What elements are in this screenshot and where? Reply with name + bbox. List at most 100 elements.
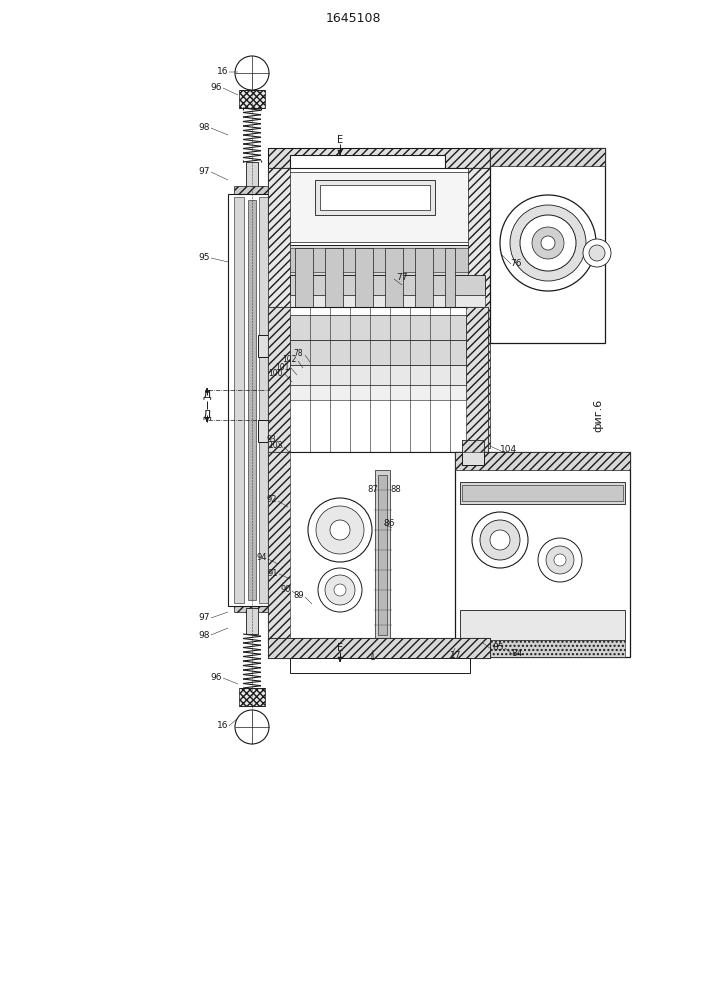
Bar — [290, 315, 466, 340]
Bar — [290, 340, 466, 365]
Circle shape — [510, 205, 586, 281]
Bar — [258, 335, 286, 357]
Bar — [246, 608, 258, 634]
Bar — [490, 148, 605, 343]
Bar — [460, 610, 625, 640]
Bar — [455, 452, 630, 470]
Text: 90: 90 — [281, 585, 291, 594]
Circle shape — [480, 520, 520, 560]
Bar — [280, 172, 478, 242]
Bar — [268, 307, 290, 452]
Bar — [466, 307, 488, 452]
Text: 93: 93 — [267, 436, 276, 444]
Text: 100: 100 — [269, 368, 283, 377]
Bar — [239, 90, 265, 108]
Circle shape — [325, 575, 355, 605]
Bar — [460, 482, 625, 504]
Circle shape — [538, 538, 582, 582]
Circle shape — [472, 512, 528, 568]
Circle shape — [541, 236, 555, 250]
Bar — [239, 688, 265, 706]
Bar — [455, 452, 630, 657]
Bar — [268, 452, 290, 642]
Text: Д: Д — [203, 410, 211, 420]
Text: 1645108: 1645108 — [325, 11, 381, 24]
Bar — [268, 638, 490, 658]
Bar — [290, 385, 466, 400]
Circle shape — [316, 506, 364, 554]
Text: фиг.6: фиг.6 — [593, 398, 603, 432]
Text: 88: 88 — [390, 486, 401, 494]
Text: 95: 95 — [199, 253, 210, 262]
Text: 103: 103 — [269, 442, 283, 450]
Bar — [268, 638, 490, 658]
Bar — [246, 162, 258, 192]
Circle shape — [554, 554, 566, 566]
Circle shape — [490, 530, 510, 550]
Circle shape — [520, 215, 576, 271]
Bar — [460, 640, 625, 657]
Text: 94: 94 — [257, 554, 267, 562]
Circle shape — [532, 227, 564, 259]
Circle shape — [546, 546, 574, 574]
Text: 84: 84 — [511, 648, 522, 658]
Text: 85: 85 — [492, 644, 503, 652]
Text: 1: 1 — [370, 654, 375, 662]
Circle shape — [589, 245, 605, 261]
Bar — [258, 420, 286, 442]
Bar — [490, 148, 605, 166]
Text: 86: 86 — [383, 518, 395, 528]
Bar — [462, 485, 623, 501]
Bar — [268, 168, 290, 448]
Bar — [462, 440, 484, 465]
Text: 104: 104 — [500, 446, 517, 454]
Circle shape — [235, 710, 269, 744]
Circle shape — [330, 520, 350, 540]
Bar — [234, 604, 270, 612]
Text: 97: 97 — [199, 167, 210, 176]
Text: 78: 78 — [293, 350, 303, 359]
Bar — [468, 168, 490, 448]
Bar — [268, 452, 490, 642]
Text: 77: 77 — [396, 273, 407, 282]
Bar — [290, 365, 466, 385]
Text: 16: 16 — [216, 68, 228, 77]
Text: 96: 96 — [211, 84, 222, 93]
Circle shape — [308, 498, 372, 562]
Text: Е: Е — [337, 643, 343, 653]
Bar — [415, 248, 433, 308]
Text: 102: 102 — [283, 356, 297, 364]
Text: 101: 101 — [276, 362, 290, 371]
Bar — [259, 197, 269, 603]
Bar — [385, 248, 403, 308]
Text: 92: 92 — [267, 495, 277, 504]
Bar — [290, 658, 470, 673]
Text: 16: 16 — [216, 722, 228, 730]
Bar — [290, 295, 485, 307]
Bar — [462, 440, 484, 452]
Bar — [445, 248, 455, 308]
Bar — [280, 245, 485, 275]
Text: 76: 76 — [510, 258, 522, 267]
Text: 97: 97 — [199, 613, 210, 622]
Bar — [248, 200, 256, 600]
Text: 98: 98 — [199, 123, 210, 132]
Bar — [234, 197, 244, 603]
Bar — [320, 185, 430, 210]
Text: 89: 89 — [293, 591, 304, 600]
Text: 91: 91 — [267, 568, 278, 578]
Circle shape — [318, 568, 362, 612]
Text: Е: Е — [337, 135, 343, 145]
Bar — [325, 248, 343, 308]
Bar — [375, 470, 390, 640]
Bar — [466, 452, 488, 642]
Bar — [268, 168, 490, 248]
Text: 98: 98 — [199, 631, 210, 640]
Bar — [268, 307, 488, 452]
Bar — [234, 186, 270, 194]
Text: 87: 87 — [367, 486, 378, 494]
Bar — [315, 180, 435, 215]
Text: 96: 96 — [211, 674, 222, 682]
Bar — [378, 475, 387, 635]
Text: Д: Д — [203, 390, 211, 400]
